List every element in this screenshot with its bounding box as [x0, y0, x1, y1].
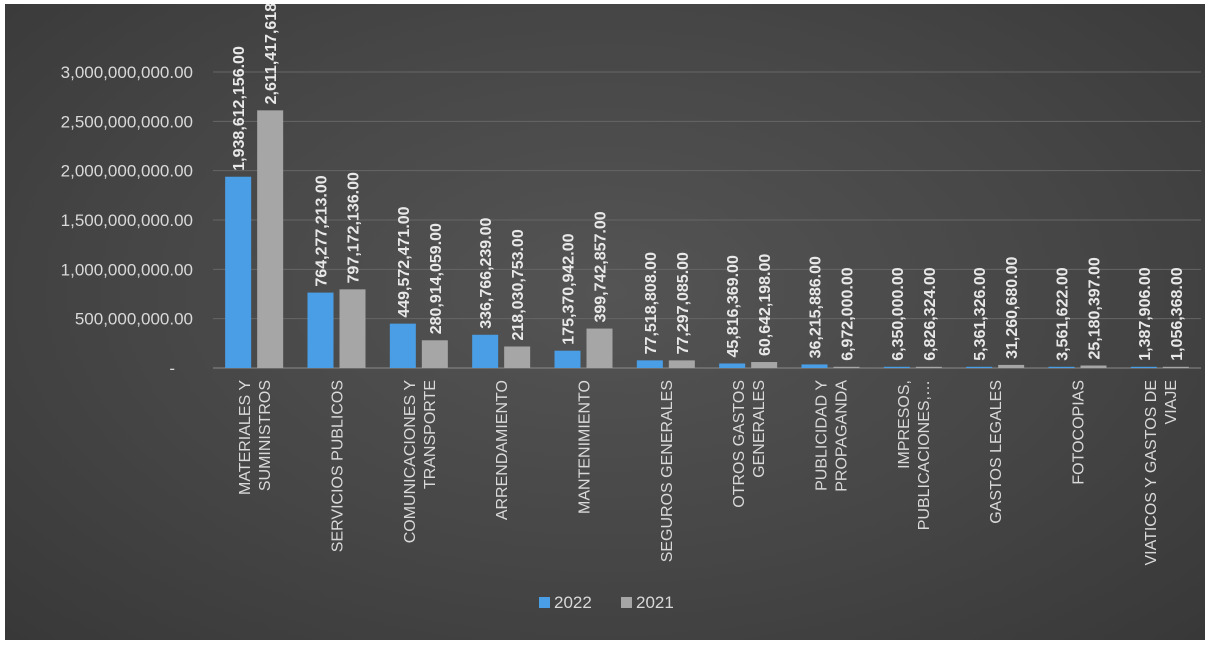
category-labels: MATERIALES Y SUMINISTROS SERVICIOS PUBLICO…	[237, 380, 1180, 566]
legend-swatch-2022	[539, 597, 550, 608]
category-label-7: PROPAGANDA	[834, 380, 851, 492]
category-label-6: OTROS GASTOS	[731, 380, 748, 508]
data-labels: 1,938,612,156.00 2,611,417,618.00 764,277,…	[231, 4, 1186, 361]
category-label-6: GENERALES	[751, 380, 768, 478]
legend-label-2021: 2021	[636, 593, 674, 612]
category-label-4: MANTENIMIENTO	[577, 380, 594, 514]
bar-2021-0	[257, 110, 284, 369]
data-label-2022-0: 1,938,612,156.00	[231, 46, 248, 171]
data-label-2022-8: 6,350,000.00	[890, 267, 907, 361]
category-label-1: SERVICIOS PUBLICOS	[330, 380, 347, 552]
bar-2022-4	[554, 350, 581, 368]
data-label-2022-10: 3,561,622.00	[1055, 267, 1072, 361]
category-label-0: MATERIALES Y	[237, 380, 254, 495]
bar-2022-9	[966, 366, 993, 368]
bar-2021-1	[339, 289, 366, 368]
y-axis-ticks: - 500,000,000.00 1,000,000,000.00 1,500,000…	[61, 63, 193, 378]
data-label-2022-7: 36,215,886.00	[808, 256, 825, 358]
bar-2021-10	[1080, 365, 1107, 368]
bar-2021-5	[668, 360, 695, 368]
data-label-2021-9: 31,260,680.00	[1004, 256, 1021, 358]
data-label-2022-3: 336,766,239.00	[478, 217, 495, 328]
bar-2021-8	[915, 366, 942, 368]
bar-2022-6	[719, 363, 746, 368]
bar-2021-9	[998, 364, 1025, 368]
category-label-7: PUBLICIDAD Y	[814, 380, 831, 491]
data-label-2022-6: 45,816,369.00	[725, 255, 742, 357]
category-label-8: IMPRESOS,	[896, 380, 913, 469]
legend-swatch-2021	[621, 597, 632, 608]
y-tick-label: 1,500,000,000.00	[61, 211, 193, 230]
data-label-2021-3: 218,030,753.00	[510, 229, 527, 340]
data-label-2021-11: 1,056,368.00	[1169, 267, 1186, 361]
category-label-11: VIATICOS Y GASTOS DE	[1143, 380, 1160, 566]
bar-2022-10	[1048, 366, 1075, 368]
data-label-2021-4: 399,742,857.00	[593, 211, 610, 322]
category-label-0: SUMINISTROS	[257, 380, 274, 491]
gridlines	[213, 71, 1201, 369]
data-label-2021-7: 6,972,000.00	[840, 267, 857, 361]
bar-2021-3	[504, 346, 531, 368]
bar-2022-1	[307, 292, 334, 368]
category-label-2: COMUNICACIONES Y	[402, 380, 419, 544]
category-label-9: GASTOS LEGALES	[988, 380, 1005, 524]
data-label-2022-2: 449,572,471.00	[396, 206, 413, 317]
bar-2022-11	[1130, 366, 1157, 368]
data-label-2022-1: 764,277,213.00	[314, 175, 331, 286]
data-label-2021-5: 77,297,085.00	[675, 252, 692, 354]
bar-2022-3	[472, 334, 499, 368]
category-label-11: VIAJE	[1163, 380, 1180, 424]
data-label-2021-8: 6,826,324.00	[922, 267, 939, 361]
bars	[225, 110, 1189, 369]
bar-chart: - 500,000,000.00 1,000,000,000.00 1,500,000…	[61, 4, 1201, 612]
data-label-2022-4: 175,370,942.00	[561, 233, 578, 344]
bar-2021-7	[833, 366, 860, 368]
data-label-2021-0: 2,611,417,618.00	[263, 4, 280, 104]
legend: 2022 2021	[539, 593, 674, 612]
data-label-2021-10: 25,180,397.00	[1087, 257, 1104, 359]
bar-2021-4	[586, 328, 613, 368]
bar-2022-0	[225, 176, 252, 368]
y-tick-label: 500,000,000.00	[75, 310, 193, 329]
bar-2022-5	[636, 360, 663, 368]
y-tick-label: 2,500,000,000.00	[61, 112, 193, 131]
bar-2022-2	[389, 323, 416, 368]
y-tick-label: 2,000,000,000.00	[61, 162, 193, 181]
chart-area: - 500,000,000.00 1,000,000,000.00 1,500,000…	[5, 4, 1205, 640]
legend-label-2022: 2022	[554, 593, 592, 612]
bar-2021-6	[751, 362, 778, 368]
data-label-2022-9: 5,361,326.00	[972, 267, 989, 361]
category-label-3: ARRENDAMIENTO	[494, 380, 511, 520]
category-label-10: FOTOCOPIAS	[1071, 380, 1088, 485]
y-tick-label: 1,000,000,000.00	[61, 260, 193, 279]
data-label-2022-5: 77,518,808.00	[643, 252, 660, 354]
bar-2022-8	[883, 366, 910, 368]
data-label-2021-1: 797,172,136.00	[346, 172, 363, 283]
category-label-8: PUBLICACIONES,…	[916, 380, 933, 530]
data-label-2021-2: 280,914,059.00	[428, 223, 445, 334]
bar-2022-7	[801, 364, 828, 368]
category-label-2: TRANSPORTE	[422, 380, 439, 489]
y-tick-label: -	[169, 359, 175, 378]
category-label-5: SEGUROS GENERALES	[659, 380, 676, 562]
data-label-2022-11: 1,387,906.00	[1137, 267, 1154, 361]
bar-2021-11	[1162, 366, 1189, 368]
data-label-2021-6: 60,642,198.00	[757, 254, 774, 356]
bar-2021-2	[421, 340, 448, 368]
y-tick-label: 3,000,000,000.00	[61, 63, 193, 82]
